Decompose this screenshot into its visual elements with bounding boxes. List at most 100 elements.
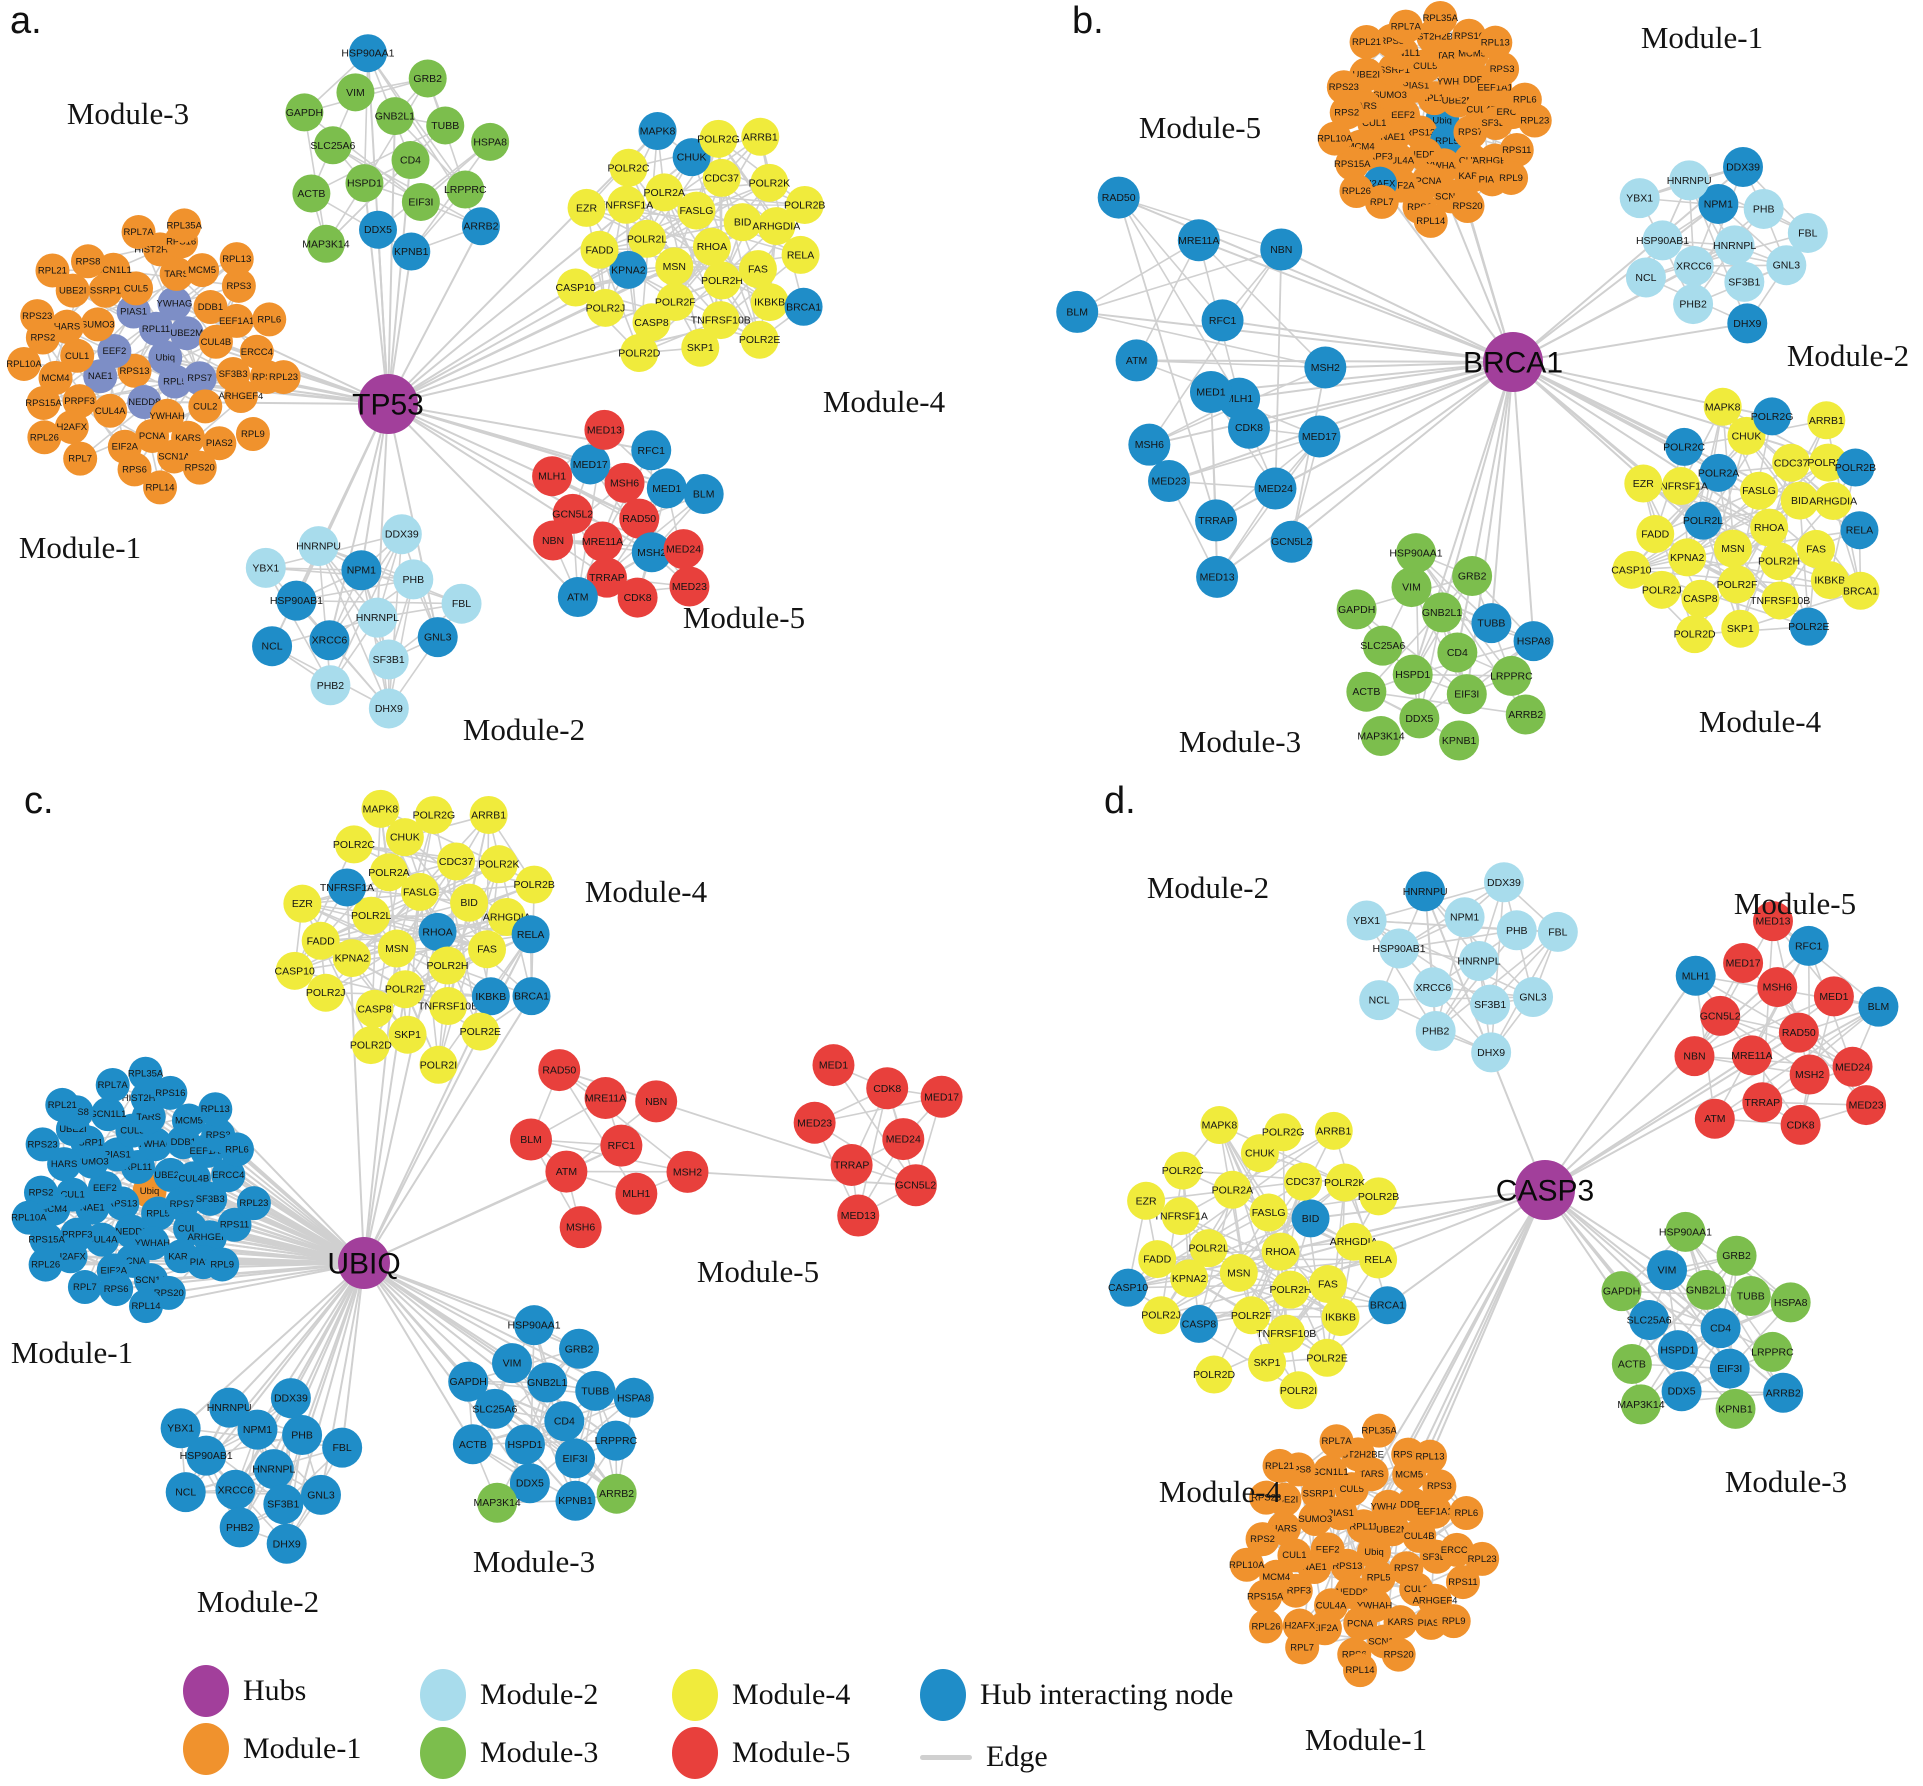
- node-label-MED23: MED23: [1152, 476, 1187, 488]
- node-label-RFC1: RFC1: [1795, 940, 1823, 952]
- node-label-RPL7: RPL7: [1370, 197, 1394, 208]
- node-label-ERCC4: ERCC4: [212, 1170, 244, 1181]
- node-label-DHX9: DHX9: [273, 1538, 301, 1550]
- node-label-MLH1: MLH1: [1682, 970, 1710, 982]
- node-label-SLC25A6: SLC25A6: [310, 140, 355, 152]
- node-label-POLR2J: POLR2J: [1642, 584, 1682, 596]
- hub-edge: [1545, 1007, 1878, 1190]
- node-label-RPL26: RPL26: [30, 432, 59, 443]
- node-label-HSP90AA1: HSP90AA1: [341, 48, 394, 60]
- node-label-POLR2L: POLR2L: [1189, 1243, 1229, 1255]
- node-label-PHB: PHB: [403, 574, 425, 586]
- hub-label: BRCA1: [1463, 347, 1563, 380]
- node-label-MAPK8: MAPK8: [1202, 1120, 1238, 1132]
- node-label-EIF2A: EIF2A: [112, 442, 139, 453]
- node-label-GNB2L1: GNB2L1: [1686, 1284, 1726, 1296]
- node-label-HSP90AB1: HSP90AB1: [1373, 943, 1426, 955]
- node-label-POLR2H: POLR2H: [1270, 1284, 1312, 1296]
- node-label-FADD: FADD: [586, 244, 614, 256]
- node-label-NBN: NBN: [1683, 1051, 1705, 1063]
- node-label-RPL26: RPL26: [1251, 1621, 1280, 1632]
- node-label-XRCC6: XRCC6: [1676, 261, 1712, 273]
- node-label-ACTB: ACTB: [297, 188, 325, 200]
- node-label-POLR2A: POLR2A: [1698, 467, 1739, 479]
- module-label: Module-4: [1699, 704, 1822, 739]
- node-label-RPS15A: RPS15A: [1247, 1592, 1284, 1603]
- node-label-XRCC6: XRCC6: [312, 635, 348, 647]
- node-label-GCN5L2: GCN5L2: [895, 1180, 936, 1192]
- node-label-PHB2: PHB2: [1422, 1025, 1450, 1037]
- node-label-CASP10: CASP10: [275, 965, 315, 977]
- node-label-TRRAP: TRRAP: [834, 1160, 870, 1172]
- edge: [1077, 249, 1281, 311]
- node-label-SUMO3: SUMO3: [1298, 1514, 1332, 1525]
- node-label-MSN: MSN: [663, 261, 686, 273]
- node-label-RPL7: RPL7: [73, 1282, 97, 1293]
- node-label-TNFRSF1A: TNFRSF1A: [320, 882, 374, 894]
- node-label-MED17: MED17: [573, 459, 608, 471]
- module-label: Module-5: [1734, 886, 1856, 921]
- node-label-XRCC6: XRCC6: [218, 1484, 254, 1496]
- node-label-KPNA2: KPNA2: [1172, 1273, 1207, 1285]
- node-label-CDK8: CDK8: [1235, 422, 1263, 434]
- node-label-RPL14: RPL14: [1345, 1665, 1374, 1676]
- node-label-POLR2K: POLR2K: [1324, 1177, 1365, 1189]
- node-label-RPL7: RPL7: [68, 454, 92, 465]
- node-label-GAPDH: GAPDH: [1338, 604, 1375, 616]
- node-label-RPS6: RPS6: [104, 1284, 129, 1295]
- node-label-SKP1: SKP1: [1727, 623, 1754, 635]
- node-label-RPS2: RPS2: [1250, 1534, 1275, 1545]
- node-label-EEF2: EEF2: [1391, 110, 1415, 121]
- node-label-GCN1L1: GCN1L1: [89, 1109, 126, 1120]
- node-label-KPNB1: KPNB1: [558, 1495, 593, 1507]
- node-label-DDB1: DDB1: [198, 302, 223, 313]
- node-label-NCL: NCL: [175, 1487, 196, 1499]
- node-label-MED23: MED23: [797, 1117, 832, 1129]
- node-label-BID: BID: [1302, 1213, 1320, 1225]
- node-label-YWHAG: YWHAG: [157, 299, 193, 310]
- node-label-RPS11: RPS11: [1502, 145, 1531, 156]
- node-label-ATM: ATM: [1704, 1113, 1725, 1125]
- node-label-MED23: MED23: [1849, 1100, 1884, 1112]
- node-label-KPNB1: KPNB1: [394, 246, 429, 258]
- node-label-GNL3: GNL3: [307, 1489, 335, 1501]
- node-label-CDC37: CDC37: [1286, 1176, 1321, 1188]
- node-label-RPS23: RPS23: [22, 311, 52, 322]
- node-label-POLR2G: POLR2G: [697, 133, 740, 145]
- node-label-POLR2E: POLR2E: [460, 1026, 501, 1038]
- node-label-FAS: FAS: [748, 264, 768, 276]
- node-label-NCL: NCL: [1635, 272, 1656, 284]
- node-label-DDX39: DDX39: [274, 1393, 308, 1405]
- node-label-RPS3: RPS3: [1490, 64, 1515, 75]
- node-label-POLR2H: POLR2H: [701, 275, 743, 287]
- module-label: Module-1: [11, 1335, 133, 1370]
- node-label-TRRAP: TRRAP: [589, 572, 625, 584]
- node-label-FBL: FBL: [1548, 926, 1567, 938]
- node-label-MRE11A: MRE11A: [582, 536, 623, 548]
- node-label-VIM: VIM: [346, 87, 365, 99]
- node-label-RPL7A: RPL7A: [98, 1080, 129, 1091]
- node-label-CD4: CD4: [400, 155, 421, 167]
- node-label-EIF3I: EIF3I: [1717, 1363, 1742, 1375]
- node-label-HNRNPL: HNRNPL: [356, 612, 399, 624]
- node-label-SF3B1: SF3B1: [373, 654, 405, 666]
- node-label-FBL: FBL: [333, 1442, 352, 1454]
- node-label-CUL5: CUL5: [124, 283, 148, 294]
- node-label-GAPDH: GAPDH: [286, 107, 323, 119]
- node-label-SSRP1: SSRP1: [1303, 1488, 1334, 1499]
- node-label-POLR2A: POLR2A: [1212, 1184, 1253, 1196]
- panel-letter-a: a.: [10, 0, 42, 43]
- node-label-MAP3K14: MAP3K14: [474, 1497, 521, 1509]
- node-label-FBL: FBL: [1798, 227, 1817, 239]
- module-label: Module-2: [463, 712, 585, 747]
- node-label-TUBB: TUBB: [581, 1385, 609, 1397]
- node-label-CDK8: CDK8: [1787, 1119, 1815, 1131]
- hub-label: UBIQ: [327, 1248, 400, 1281]
- node-label-MED1: MED1: [819, 1060, 848, 1072]
- node-label-ARRB1: ARRB1: [471, 809, 506, 821]
- node-label-BRCA1: BRCA1: [514, 991, 549, 1003]
- node-label-RPS15A: RPS15A: [1334, 159, 1371, 170]
- node-label-MCM5: MCM5: [175, 1116, 203, 1127]
- node-label-EEF1A1: EEF1A1: [1417, 1507, 1452, 1518]
- node-label-RAD50: RAD50: [1782, 1027, 1816, 1039]
